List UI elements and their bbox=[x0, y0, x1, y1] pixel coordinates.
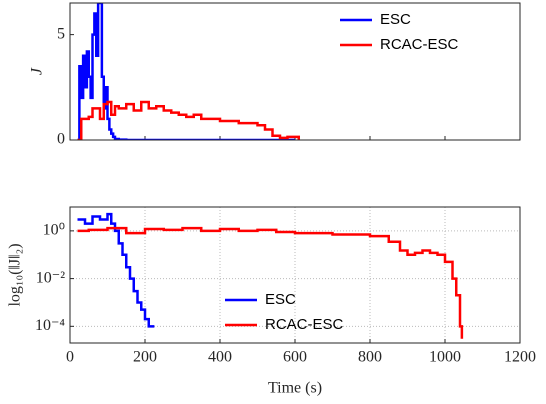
series-line bbox=[77, 226, 464, 339]
x-tick-label: 200 bbox=[133, 349, 157, 366]
legend-label: RCAC-ESC bbox=[380, 36, 459, 53]
y-tick-label: 10⁻⁴ bbox=[35, 317, 65, 334]
x-tick-label: 400 bbox=[208, 349, 232, 366]
axes-frame bbox=[69, 2, 521, 141]
plot-area bbox=[77, 3, 300, 140]
x-axis-label: Time (s) bbox=[268, 380, 322, 397]
y-axis-label: log₁₀(‖J‖₂) bbox=[7, 243, 24, 306]
y-axis-label: J bbox=[29, 67, 46, 75]
x-tick-label: 800 bbox=[358, 349, 382, 366]
legend-label: ESC bbox=[380, 11, 411, 28]
series-line bbox=[77, 3, 295, 140]
plot-area bbox=[77, 212, 464, 339]
y-tick-label: 10⁻² bbox=[36, 269, 65, 286]
y-tick-label: 10⁰ bbox=[43, 222, 65, 239]
x-tick-label: 600 bbox=[283, 349, 307, 366]
axes-frame bbox=[69, 206, 521, 344]
x-tick-label: 1000 bbox=[429, 349, 461, 366]
y-tick-label: 0 bbox=[57, 131, 65, 148]
x-tick-label: 0 bbox=[66, 349, 74, 366]
legend-label: RCAC-ESC bbox=[265, 316, 344, 333]
y-tick-label: 5 bbox=[57, 25, 65, 42]
x-tick-label: 1200 bbox=[504, 349, 536, 366]
series-line bbox=[77, 212, 155, 328]
series-line bbox=[77, 100, 300, 140]
axes-background bbox=[70, 3, 520, 140]
legend-label: ESC bbox=[265, 291, 296, 308]
